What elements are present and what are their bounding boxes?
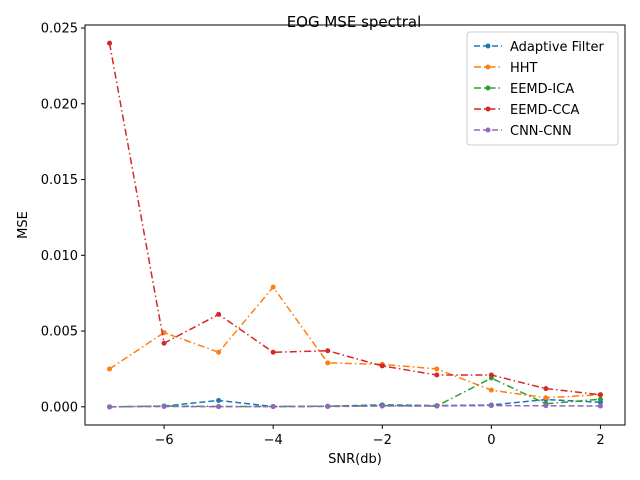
legend-label: EEMD-CCA: [510, 103, 579, 118]
data-point: [434, 372, 440, 378]
plot-frame: [84, 24, 626, 426]
data-point: [270, 284, 276, 290]
series-line: [108, 43, 601, 396]
data-point: [597, 392, 603, 398]
data-point: [270, 349, 276, 355]
series-adaptive-filter: [107, 397, 603, 410]
series-eemd-ica: [107, 375, 603, 410]
legend-box: [466, 31, 619, 146]
legend-item: EEMD-CCA: [474, 103, 579, 118]
legend-label: CNN-CNN: [510, 124, 572, 139]
data-point: [597, 396, 603, 402]
series-line: [109, 377, 601, 408]
y-tick-label: 0.005: [41, 325, 78, 340]
plot-area: [107, 40, 603, 410]
y-tick-label: 0.025: [41, 22, 78, 37]
legend-marker: [485, 43, 491, 49]
x-tick-label: −6: [155, 433, 174, 448]
data-point: [379, 403, 385, 409]
data-point: [107, 40, 113, 46]
chart-title: EOG MSE spectral: [287, 13, 422, 31]
series-cnn-cnn: [107, 403, 603, 410]
x-tick-label: 2: [596, 433, 604, 448]
data-point: [161, 340, 167, 346]
y-axis: 0.000 0.005 0.010 0.015 0.020 0.025: [41, 22, 85, 415]
data-point: [434, 403, 440, 409]
data-point: [325, 404, 331, 410]
legend-item: CNN-CNN: [474, 124, 572, 139]
series-line: [109, 398, 601, 408]
legend-marker: [485, 64, 491, 70]
data-point: [488, 387, 494, 393]
data-point: [216, 397, 222, 403]
data-point: [488, 372, 494, 378]
data-point: [216, 349, 222, 355]
legend: Adaptive Filter HHT EEMD-ICA EEMD-CCA CNN-CN…: [466, 31, 619, 146]
data-point: [325, 360, 331, 366]
series-line: [109, 285, 601, 399]
data-point: [488, 403, 494, 409]
data-point: [107, 404, 113, 410]
data-point: [597, 403, 603, 409]
data-point: [434, 366, 440, 372]
data-point: [379, 363, 385, 369]
data-point: [325, 348, 331, 354]
x-tick-label: −4: [264, 433, 283, 448]
series-hht: [107, 284, 603, 401]
data-point: [161, 404, 167, 410]
series-eemd-cca: [107, 40, 603, 398]
y-tick-label: 0.015: [41, 173, 78, 188]
legend-label: HHT: [510, 61, 538, 76]
legend-marker: [485, 106, 491, 112]
data-point: [270, 404, 276, 410]
legend-label: Adaptive Filter: [510, 40, 605, 55]
legend-marker: [485, 127, 491, 133]
data-point: [543, 395, 549, 401]
x-axis: −6 −4 −2 0 2: [155, 425, 605, 448]
series-line: [109, 404, 601, 408]
data-point: [216, 404, 222, 410]
x-tick-label: 0: [487, 433, 495, 448]
data-point: [107, 366, 113, 372]
legend-item: HHT: [474, 61, 538, 76]
legend-marker: [485, 85, 491, 91]
legend-item: EEMD-ICA: [474, 82, 574, 97]
data-point: [543, 403, 549, 409]
data-point: [543, 386, 549, 392]
y-tick-label: 0.010: [41, 249, 78, 264]
y-tick-label: 0.000: [41, 400, 78, 415]
x-tick-label: −2: [373, 433, 392, 448]
y-axis-label: MSE: [16, 211, 31, 239]
data-point: [216, 311, 222, 317]
legend-item: Adaptive Filter: [474, 40, 605, 55]
legend-label: EEMD-ICA: [510, 82, 574, 97]
y-tick-label: 0.020: [41, 97, 78, 112]
x-axis-label: SNR(db): [328, 452, 382, 467]
